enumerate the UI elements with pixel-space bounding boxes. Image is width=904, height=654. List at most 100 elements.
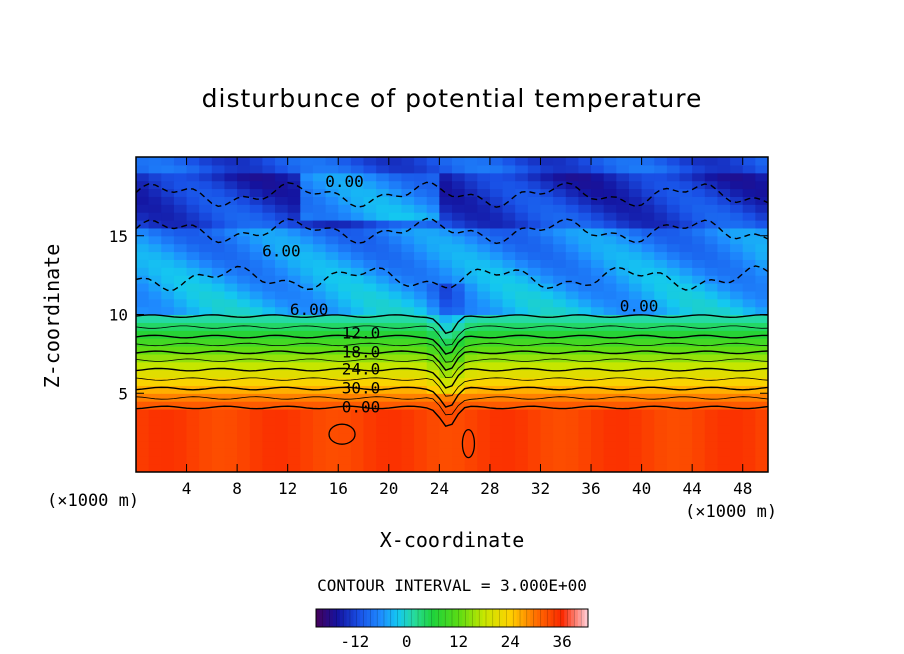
field-cell — [565, 243, 579, 253]
field-cell — [679, 338, 693, 347]
field-cell — [692, 377, 706, 386]
field-cell — [262, 361, 276, 371]
field-cell — [704, 235, 719, 245]
field-cell — [704, 314, 719, 323]
field-cell — [527, 227, 542, 237]
field-cell — [300, 283, 314, 292]
field-cell — [325, 338, 339, 347]
field-cell — [565, 235, 579, 245]
field-cell — [363, 346, 377, 355]
field-cell — [199, 338, 213, 347]
field-cell — [666, 298, 681, 308]
field-cell — [350, 432, 365, 442]
field-cell — [755, 314, 768, 323]
field-cell — [679, 432, 693, 442]
field-cell — [477, 314, 491, 323]
field-cell — [211, 267, 226, 276]
field-cell — [515, 204, 529, 213]
field-cell — [186, 164, 200, 174]
field-cell — [654, 243, 668, 253]
field-cell — [388, 385, 403, 394]
field-cell — [553, 440, 567, 449]
field-cell — [439, 267, 453, 276]
field-cell — [224, 204, 238, 213]
field-cell — [452, 464, 466, 472]
field-cell — [350, 227, 365, 237]
field-cell — [300, 330, 314, 339]
field-cell — [489, 235, 504, 245]
field-cell — [426, 227, 440, 237]
field-cell — [224, 220, 238, 229]
field-cell — [628, 196, 643, 205]
field-cell — [439, 330, 453, 339]
field-cell — [237, 172, 251, 182]
field-cell — [502, 164, 516, 174]
field-cell — [578, 157, 592, 166]
field-cell — [578, 235, 592, 245]
field-cell — [275, 204, 289, 213]
field-cell — [401, 188, 415, 197]
field-cell — [173, 188, 188, 197]
field-cell — [477, 322, 491, 331]
field-cell — [300, 251, 314, 260]
field-cell — [578, 275, 592, 284]
field-cell — [414, 361, 428, 371]
field-cell — [325, 393, 339, 402]
field-cell — [161, 456, 175, 465]
field-cell — [578, 259, 592, 268]
colorbar-cell — [387, 609, 392, 627]
field-cell — [211, 377, 226, 386]
field-cell — [603, 275, 617, 284]
field-cell — [199, 322, 213, 331]
field-cell — [527, 432, 542, 442]
field-cell — [565, 157, 579, 166]
field-cell — [401, 409, 415, 418]
field-cell — [679, 409, 693, 418]
field-cell — [540, 330, 554, 339]
field-cell — [679, 164, 693, 174]
field-cell — [199, 243, 213, 253]
field-cell — [199, 314, 213, 323]
field-cell — [287, 157, 301, 166]
contour-line — [136, 377, 768, 397]
field-cell — [755, 377, 768, 386]
field-cell — [641, 283, 655, 292]
colorbar-cell — [380, 609, 385, 627]
field-cell — [262, 456, 276, 465]
contour-line — [136, 386, 768, 408]
field-cell — [376, 306, 390, 316]
field-cell — [591, 275, 605, 284]
field-cell — [452, 456, 466, 465]
field-cell — [452, 188, 466, 197]
field-cell — [338, 180, 352, 190]
field-cell — [414, 227, 428, 237]
field-cell — [489, 196, 504, 205]
field-cell — [363, 227, 377, 237]
field-cell — [755, 204, 768, 213]
field-cell — [338, 172, 352, 182]
field-cell — [565, 448, 579, 457]
field-cell — [262, 353, 276, 363]
field-cell — [312, 424, 327, 434]
field-cell — [249, 172, 263, 182]
field-cell — [717, 196, 731, 205]
field-cell — [439, 393, 453, 402]
field-cell — [717, 235, 731, 245]
field-cell — [477, 338, 491, 347]
field-cell — [616, 235, 630, 245]
field-cell — [249, 393, 263, 402]
field-cell — [249, 283, 263, 292]
field-cell — [515, 298, 529, 308]
field-cell — [376, 196, 390, 205]
field-cell — [489, 353, 504, 363]
field-cell — [628, 204, 643, 213]
field-cell — [616, 204, 630, 213]
field-cell — [414, 306, 428, 316]
field-cell — [742, 306, 756, 316]
field-cell — [704, 338, 719, 347]
field-cell — [591, 259, 605, 268]
field-cell — [414, 385, 428, 394]
field-cell — [717, 243, 731, 253]
field-cell — [439, 314, 453, 323]
field-cell — [439, 456, 453, 465]
